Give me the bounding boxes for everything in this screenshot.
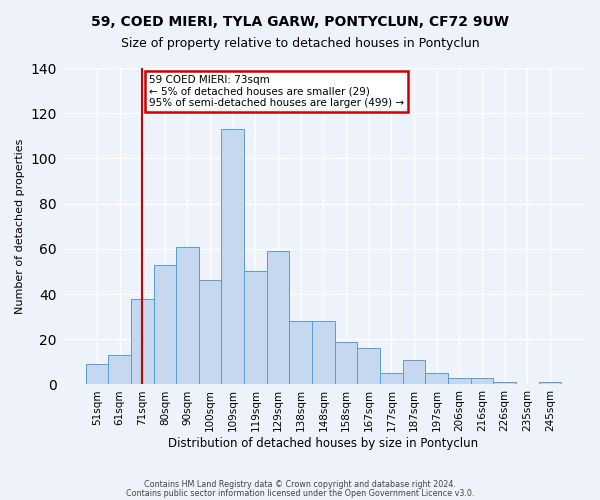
Bar [154, 264, 176, 384]
Bar [448, 378, 470, 384]
Bar [312, 321, 335, 384]
Bar [176, 246, 199, 384]
Bar [425, 373, 448, 384]
Bar [131, 298, 154, 384]
Bar [244, 272, 267, 384]
Bar [470, 378, 493, 384]
Text: Contains HM Land Registry data © Crown copyright and database right 2024.: Contains HM Land Registry data © Crown c… [144, 480, 456, 489]
Bar [267, 251, 289, 384]
Text: 59, COED MIERI, TYLA GARW, PONTYCLUN, CF72 9UW: 59, COED MIERI, TYLA GARW, PONTYCLUN, CF… [91, 15, 509, 29]
Bar [199, 280, 221, 384]
Text: 59 COED MIERI: 73sqm
← 5% of detached houses are smaller (29)
95% of semi-detach: 59 COED MIERI: 73sqm ← 5% of detached ho… [149, 75, 404, 108]
Text: Size of property relative to detached houses in Pontyclun: Size of property relative to detached ho… [121, 38, 479, 51]
Bar [539, 382, 561, 384]
Bar [358, 348, 380, 384]
Text: Contains public sector information licensed under the Open Government Licence v3: Contains public sector information licen… [126, 488, 474, 498]
Bar [380, 373, 403, 384]
Bar [403, 360, 425, 384]
Bar [493, 382, 516, 384]
Y-axis label: Number of detached properties: Number of detached properties [15, 138, 25, 314]
Bar [108, 355, 131, 384]
Bar [289, 321, 312, 384]
Bar [221, 129, 244, 384]
X-axis label: Distribution of detached houses by size in Pontyclun: Distribution of detached houses by size … [169, 437, 478, 450]
Bar [86, 364, 108, 384]
Bar [335, 342, 358, 384]
